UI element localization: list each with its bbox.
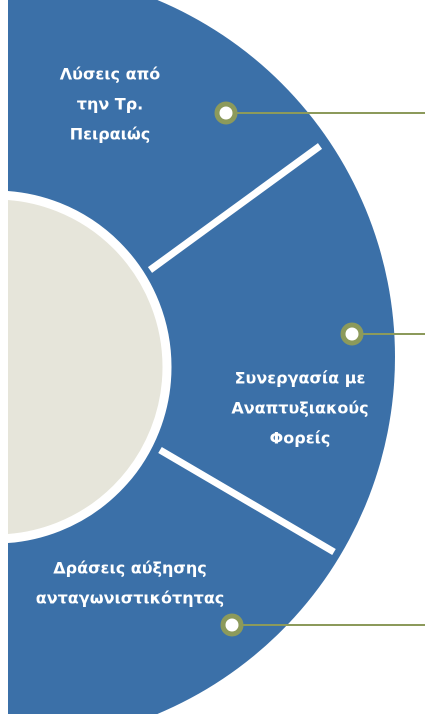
segment-label: Λύσεις από [60, 65, 160, 84]
divider [158, 446, 336, 556]
inner-circle [8, 190, 172, 544]
segment-label: Φορείς [270, 429, 331, 448]
segment-label: την Τρ. [77, 95, 144, 114]
divider [147, 143, 323, 273]
outer-ring [8, 0, 395, 714]
connector-dot [340, 322, 364, 346]
labels: Λύσεις από την Τρ. Πειραιώς Συνεργασία με Αν… [36, 65, 369, 608]
segment-label: Πειραιώς [70, 125, 151, 144]
wheel [8, 0, 395, 714]
segment-label: ανταγωνιστικότητας [36, 589, 225, 608]
connectors [214, 101, 425, 637]
segment-label: Δράσεις αύξησης [53, 559, 206, 578]
segment-label: Συνεργασία με [235, 369, 366, 388]
segment-label: Αναπτυξιακούς [231, 399, 368, 418]
connector-dot [220, 613, 244, 637]
connector-dot [214, 101, 238, 125]
